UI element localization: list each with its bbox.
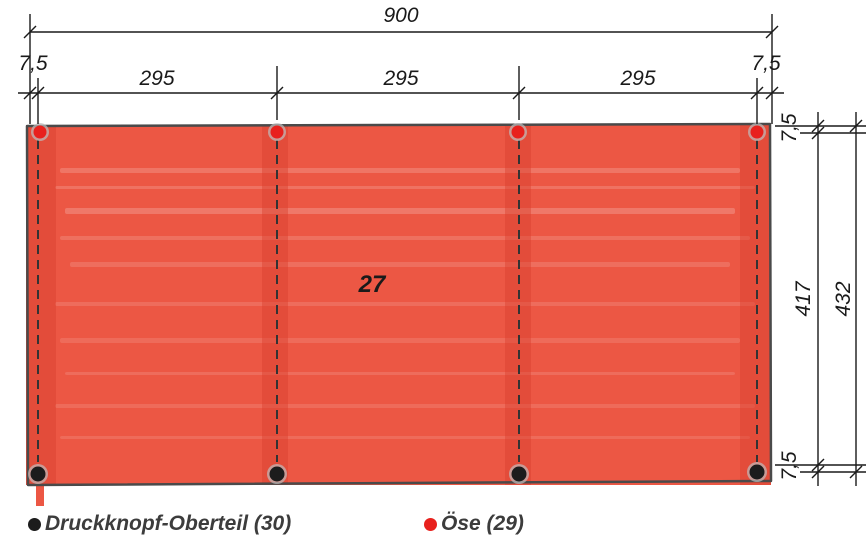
dim-segment-1: 295 [138,67,174,90]
snap-markers [28,462,767,484]
panel-streaks [55,168,755,439]
legend-snap-label: Druckknopf-Oberteil (30) [45,512,292,535]
eyelet-marker [750,125,764,139]
eyelet-marker [270,125,284,139]
panel-number-label: 27 [358,271,387,298]
dim-margin-right: 7,5 [751,52,781,75]
eyelet-marker [33,125,47,139]
eyelet-marker [511,125,525,139]
snap-marker [30,466,46,482]
dim-margin-top: 7,5 [778,113,801,143]
panel-fill [26,125,771,485]
eyelet-markers [31,123,766,141]
dim-margin-bottom: 7,5 [778,451,801,481]
snap-marker [269,466,285,482]
dim-margin-left: 7,5 [18,52,48,75]
legend-snap: Druckknopf-Oberteil (30) [28,509,291,539]
eyelet-dot-icon [424,517,437,531]
top-dimensions [18,14,784,124]
snap-dot-icon [28,517,41,531]
brush-tail [36,484,44,506]
snap-marker [749,464,765,480]
fold-lines [37,140,758,462]
snap-marker [511,466,527,482]
dim-inner-height: 417 [792,280,815,316]
panel-bands [26,125,771,485]
legend-eyelet: Öse (29) [424,509,524,539]
right-dimensions [775,112,866,486]
dim-total-width: 900 [383,4,418,27]
legend-eyelet-label: Öse (29) [441,512,524,535]
fabric-panel [25,122,773,506]
dim-total-height: 432 [832,281,855,316]
dim-segment-2: 295 [382,67,418,90]
dim-segment-3: 295 [619,67,655,90]
